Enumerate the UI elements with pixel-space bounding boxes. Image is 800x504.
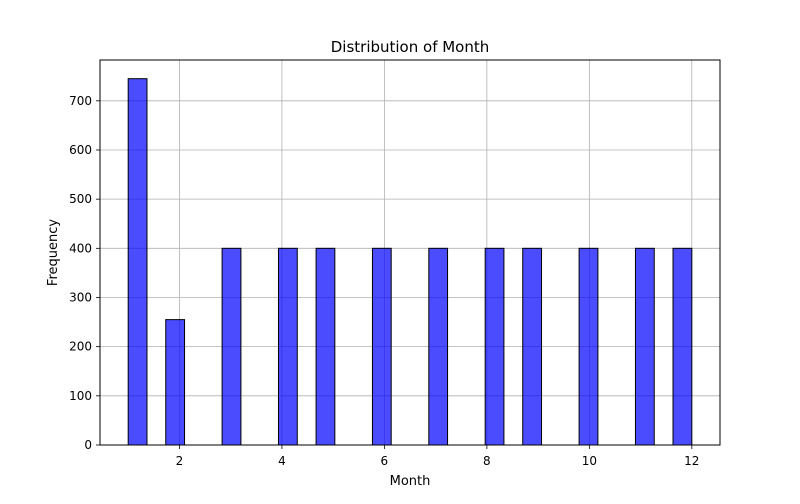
histogram-bar [165, 319, 186, 446]
y-tick-label: 400 [69, 241, 92, 255]
histogram-bar [371, 247, 392, 446]
y-axis-label: Frequency [46, 219, 61, 286]
y-tick-label: 0 [84, 438, 92, 452]
chart-title: Distribution of Month [331, 38, 490, 56]
histogram-bar [634, 247, 655, 446]
histogram-bar [484, 247, 505, 446]
y-tick-label: 700 [69, 94, 92, 108]
y-tick-label: 100 [69, 389, 92, 403]
x-tick-label: 8 [483, 454, 491, 468]
plot-frame [99, 59, 721, 446]
grid-layer [100, 60, 720, 446]
bars-layer [127, 78, 693, 446]
x-tick-label: 12 [684, 454, 699, 468]
x-tick-label: 6 [381, 454, 389, 468]
histogram-bar [672, 247, 693, 446]
x-tick-label: 4 [278, 454, 286, 468]
x-tick-label: 10 [582, 454, 597, 468]
x-tick-label: 2 [176, 454, 184, 468]
histogram-bar [522, 247, 543, 446]
ticks-layer: 2 4 6 8 10 12 0 100 200 300 400 500 600 700 [69, 94, 699, 468]
y-tick-label: 300 [69, 290, 92, 304]
y-tick-label: 600 [69, 143, 92, 157]
histogram-bar [221, 247, 242, 446]
y-tick-label: 500 [69, 192, 92, 206]
histogram-bar [127, 78, 148, 446]
histogram-bar [277, 247, 298, 446]
histogram-bar [578, 247, 599, 446]
histogram-bar [315, 247, 336, 446]
histogram-bar [428, 247, 449, 446]
y-tick-label: 200 [69, 340, 92, 354]
x-axis-label: Month [390, 474, 431, 489]
